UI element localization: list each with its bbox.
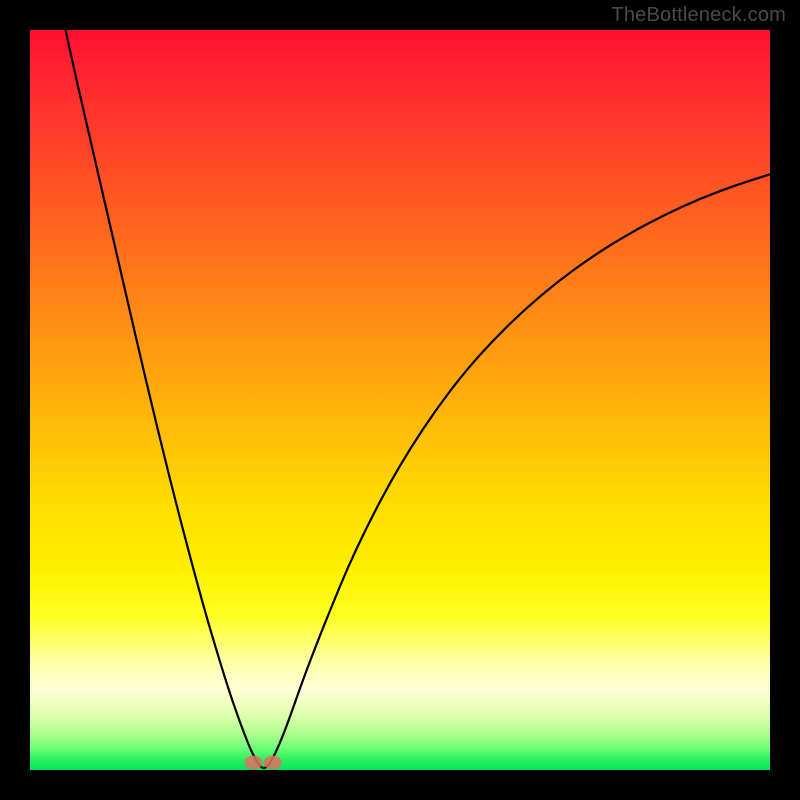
chart-root: TheBottleneck.com <box>0 0 800 800</box>
bottleneck-curve <box>30 30 770 770</box>
valley-marker <box>244 756 262 770</box>
watermark-text: TheBottleneck.com <box>611 4 786 27</box>
valley-marker <box>264 756 282 770</box>
plot-area <box>30 30 770 770</box>
